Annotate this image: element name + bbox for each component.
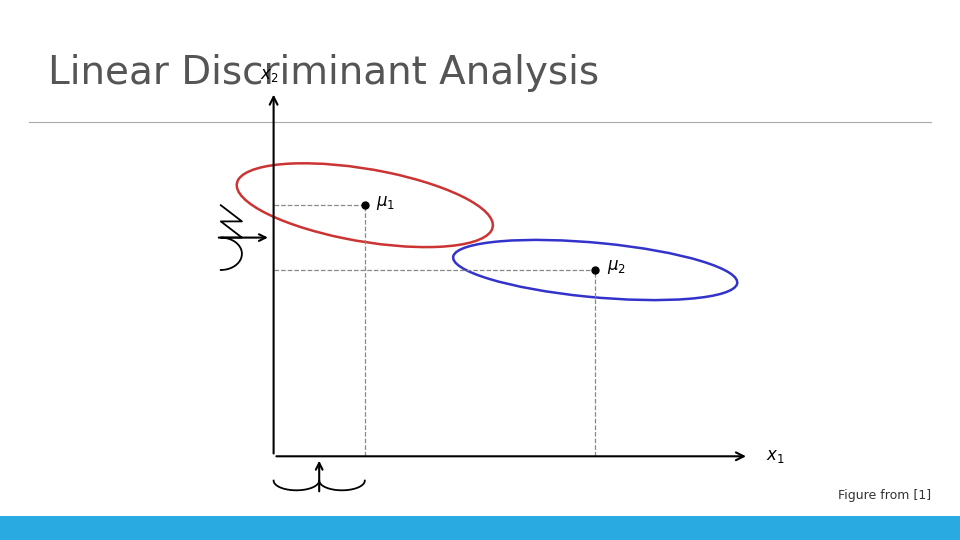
Text: Figure from [1]: Figure from [1] — [838, 489, 931, 502]
Bar — [0, 516, 960, 540]
Text: $\mu_2$: $\mu_2$ — [607, 258, 626, 276]
Text: Linear Discriminant Analysis: Linear Discriminant Analysis — [48, 54, 599, 92]
Text: $x_2$: $x_2$ — [259, 66, 278, 84]
Text: $\mu_1$: $\mu_1$ — [376, 193, 396, 212]
Text: $x_1$: $x_1$ — [766, 447, 784, 465]
